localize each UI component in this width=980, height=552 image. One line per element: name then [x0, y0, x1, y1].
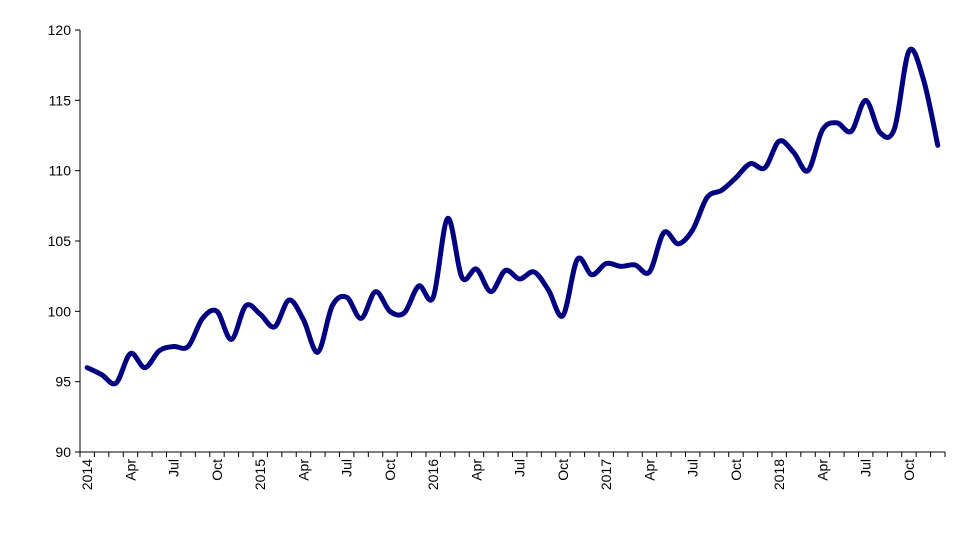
y-axis: 90 95 100 105 110 115 120	[48, 22, 81, 460]
x-axis: 2014 Apr Jul Oct 2015 Apr Jul Oct 2016 Apr Jul Oct 2…	[79, 451, 946, 490]
x-tick-label: Apr	[295, 459, 311, 481]
y-tick-label: 115	[49, 92, 72, 108]
series-line-0	[84, 46, 941, 387]
x-tick-label: 2018	[771, 459, 787, 490]
x-tick-label: Jul	[685, 459, 701, 477]
x-tick-label: Jul	[858, 459, 874, 477]
plot-area	[84, 46, 941, 387]
x-tick-label: Jul	[512, 459, 528, 477]
x-tick-label: Apr	[814, 459, 830, 481]
x-tick-label: 2016	[425, 459, 441, 490]
x-tick-label: Jul	[339, 459, 355, 477]
y-tick-label: 100	[48, 303, 72, 319]
x-tick-label: Oct	[901, 459, 917, 481]
y-tick-label: 105	[48, 233, 72, 249]
x-tick-label: 2015	[252, 459, 268, 490]
x-tick-label: Apr	[641, 459, 657, 481]
x-tick-label: Oct	[555, 459, 571, 481]
x-tick-label: Apr	[468, 459, 484, 481]
y-tick-label: 120	[48, 22, 72, 38]
y-tick-label: 95	[55, 374, 71, 390]
x-tick-label: 2017	[598, 459, 614, 490]
x-tick-label: Oct	[209, 459, 225, 481]
y-tick-label: 90	[55, 444, 71, 460]
x-tick-label: 2014	[79, 459, 95, 490]
y-tick-label: 110	[49, 163, 72, 179]
x-tick-label: Oct	[728, 459, 744, 481]
x-tick-label: Jul	[166, 459, 182, 477]
x-tick-label: Oct	[382, 459, 398, 481]
x-tick-label: Apr	[122, 459, 138, 481]
